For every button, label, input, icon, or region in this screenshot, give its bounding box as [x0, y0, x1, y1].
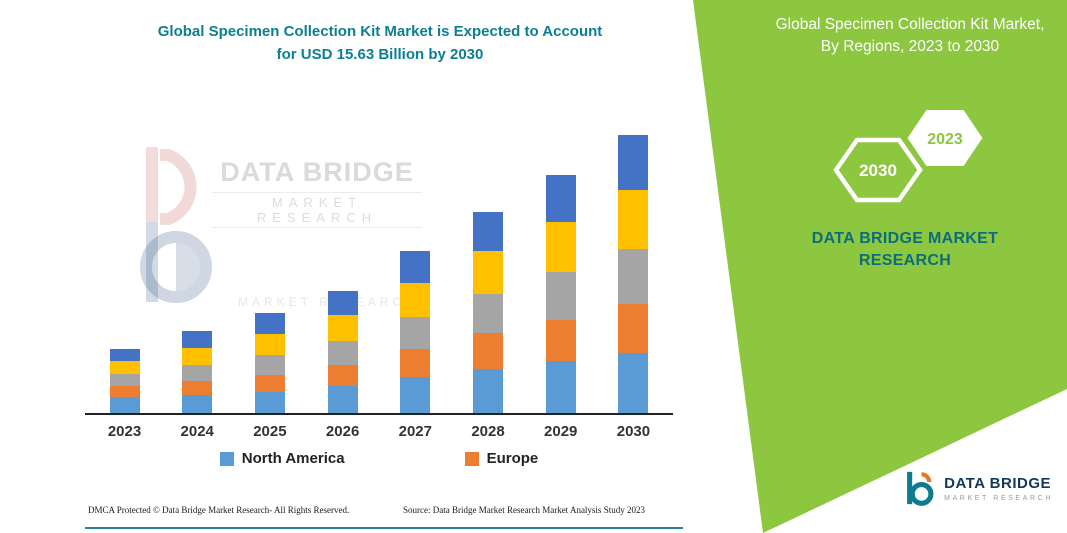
- bar-segment: [109, 360, 140, 374]
- page-title-line1: Global Specimen Collection Kit Market is…: [157, 23, 603, 40]
- stacked-bar: [400, 251, 431, 413]
- stacked-bar: [473, 212, 504, 413]
- bar-segment: [473, 293, 504, 333]
- bar-segment: [473, 368, 504, 413]
- bar-column-2026: [307, 291, 378, 413]
- bar-segment: [327, 315, 358, 341]
- bar-segment: [473, 212, 504, 252]
- bar-segment: [182, 365, 213, 381]
- bar-segment: [109, 373, 140, 387]
- bar-segment: [618, 303, 649, 353]
- x-axis-label: 2023: [107, 423, 142, 440]
- bar-segment: [618, 352, 649, 413]
- x-axis-label: 2028: [471, 423, 505, 440]
- bar-segment: [254, 333, 285, 356]
- bar-segment: [254, 391, 285, 413]
- brand-text-line1: DATA BRIDGE MARKET: [811, 230, 999, 247]
- legend-item: Europe: [464, 450, 539, 467]
- page-title-line2: for USD 15.63 Billion by 2030: [276, 46, 484, 64]
- x-axis-label: 2030: [616, 423, 651, 440]
- company-logo-name: DATA BRIDGE: [944, 474, 1051, 492]
- bar-column-2028: [453, 212, 524, 413]
- x-axis-label: 2029: [544, 423, 578, 440]
- stacked-bar: [254, 313, 285, 413]
- hexagon-2023: [907, 110, 983, 166]
- bar-segment: [400, 377, 431, 413]
- bar-segment: [545, 319, 576, 362]
- x-axis-label: 2025: [253, 423, 287, 440]
- legend-swatch: [219, 451, 234, 466]
- legend-swatch: [464, 451, 479, 466]
- x-axis-labels: 2023 2024 2025 2026 2027 2028 2029 2030: [85, 423, 673, 440]
- chart-plot-area: [85, 130, 673, 415]
- bar-segment: [545, 271, 576, 320]
- side-panel-title: Global Specimen Collection Kit Market, B…: [775, 16, 1045, 56]
- bar-segment: [327, 386, 358, 413]
- bar-segment: [545, 174, 576, 222]
- badge-2023-label: 2023: [927, 131, 963, 148]
- bar-segment: [400, 348, 431, 378]
- bar-segment: [473, 332, 504, 369]
- bar-segment: [254, 355, 285, 375]
- bar-segment: [254, 313, 285, 334]
- legend-label: North America: [241, 450, 345, 467]
- bar-segment: [618, 248, 649, 304]
- bar-segment: [109, 386, 140, 397]
- bar-segment: [182, 331, 213, 349]
- bar-segment: [109, 349, 140, 361]
- bar-segment: [327, 365, 358, 387]
- hexagon-2030: [833, 137, 923, 203]
- company-logo-text: DATA BRIDGE MARKET RESEARCH: [944, 475, 1053, 502]
- badge-2030-label: 2030: [859, 161, 897, 180]
- brand-text-line2: RESEARCH: [858, 251, 952, 269]
- bar-segment: [545, 361, 576, 413]
- year-badges: 2030 2023: [833, 110, 983, 203]
- bar-segment: [400, 316, 431, 349]
- stacked-bar: [618, 135, 649, 413]
- bar-segment: [182, 381, 213, 396]
- stacked-bar: [109, 349, 140, 413]
- footer-source-text: Source: Data Bridge Market Research Mark…: [403, 505, 645, 515]
- x-axis-label: 2027: [398, 423, 432, 440]
- bar-column-2024: [162, 331, 233, 413]
- bar-column-2030: [598, 135, 669, 413]
- bar-segment: [327, 291, 358, 316]
- x-axis-label: 2026: [325, 423, 360, 440]
- bar-column-2029: [525, 174, 596, 413]
- bar-segment: [618, 189, 649, 249]
- bar-segment: [109, 397, 140, 413]
- bar-segment: [327, 341, 358, 365]
- footer-dmca-text: DMCA Protected © Data Bridge Market Rese…: [88, 505, 350, 515]
- bar-segment: [473, 251, 504, 294]
- company-logo-subtitle: MARKET RESEARCH: [944, 494, 1053, 502]
- bar-column-2023: [89, 349, 160, 413]
- bar-column-2027: [380, 251, 451, 413]
- bar-segment: [254, 374, 285, 392]
- company-logo-icon: [907, 471, 934, 506]
- stacked-bar: [182, 331, 213, 413]
- bar-segment: [182, 348, 213, 365]
- stacked-bar-chart: 2023 2024 2025 2026 2027 2028 2029 2030: [85, 130, 673, 440]
- legend-item: North America: [219, 450, 345, 467]
- chart-legend: North America Europe: [85, 450, 673, 467]
- bar-segment: [182, 395, 213, 413]
- stacked-bar: [545, 174, 576, 413]
- legend-label: Europe: [486, 450, 539, 467]
- brand-text: DATA BRIDGE MARKET RESEARCH: [785, 228, 1025, 271]
- footer-divider-line: [85, 527, 683, 529]
- bar-segment: [400, 251, 431, 284]
- company-logo: DATA BRIDGE MARKET RESEARCH: [902, 468, 1053, 508]
- x-axis-label: 2024: [180, 423, 214, 440]
- stacked-bar: [327, 291, 358, 413]
- bar-segment: [400, 283, 431, 317]
- page-title: Global Specimen Collection Kit Market is…: [105, 20, 655, 67]
- bar-column-2025: [234, 313, 305, 413]
- bar-segment: [618, 135, 649, 190]
- bar-segment: [545, 221, 576, 272]
